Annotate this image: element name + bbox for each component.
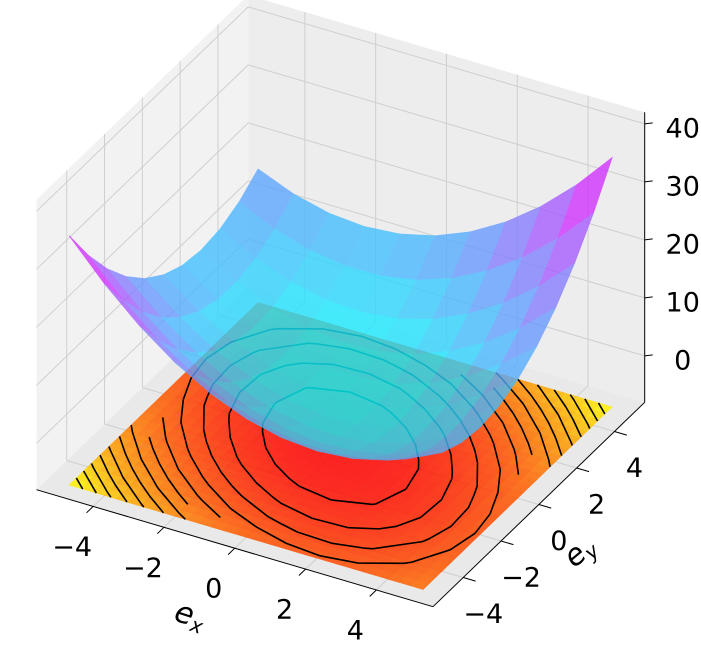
x-tick-label: 2 (276, 595, 293, 626)
x-tick-label: −4 (52, 532, 92, 563)
z-tick (644, 354, 653, 357)
surface (68, 156, 613, 461)
y-tick (576, 467, 590, 473)
y-tick (500, 540, 514, 546)
grid-line (36, 64, 249, 270)
x-tick-label: 0 (205, 574, 222, 605)
contour-line (90, 394, 591, 498)
contour-line (148, 387, 533, 505)
contour-line (75, 402, 606, 490)
y-tick-label: 0 (550, 526, 567, 557)
contour-line (99, 389, 582, 503)
x-tick (227, 547, 236, 555)
y-tick-label: −4 (463, 599, 503, 630)
z-tick-label: 40 (666, 113, 700, 144)
grid-line (248, 64, 645, 183)
y-tick (614, 431, 627, 436)
x-tick (86, 506, 94, 514)
z-tick-label: 30 (666, 171, 700, 202)
grid-line (248, 6, 645, 125)
y-tick-label: 4 (626, 453, 643, 484)
contour-line (118, 378, 563, 514)
x-tick-label: −2 (123, 553, 163, 584)
y-tick-label: 2 (588, 490, 605, 521)
x-tick (298, 568, 306, 576)
surface-cell (387, 451, 443, 461)
z-tick-label: 20 (666, 229, 700, 260)
y-tick (463, 577, 476, 582)
contour-line (82, 398, 599, 494)
grid-line (36, 6, 249, 212)
contour-line (130, 372, 551, 520)
z-tick-label: 10 (666, 287, 700, 318)
z-tick (644, 238, 653, 241)
z-tick-label: 0 (674, 345, 691, 376)
floor-cell (593, 403, 613, 414)
z-tick (644, 122, 653, 125)
y-tick (538, 504, 552, 509)
y-tick-label: −2 (501, 563, 541, 594)
x-tick (369, 589, 377, 597)
z-tick (644, 180, 653, 183)
z-tick (644, 296, 653, 299)
grid-line (36, 122, 249, 328)
contour-line (108, 384, 573, 508)
x-tick-label: 4 (347, 615, 364, 646)
x-tick (156, 526, 165, 535)
